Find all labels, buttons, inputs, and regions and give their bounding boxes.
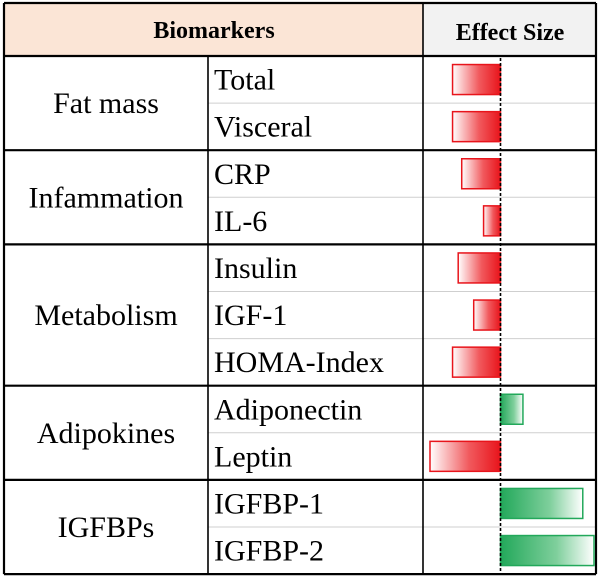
group-label: IGFBPs [58, 511, 155, 544]
effect-bar [429, 440, 502, 473]
effect-bar [482, 205, 502, 237]
table-grid [2, 1, 598, 576]
bars-layer [429, 63, 595, 567]
effect-bar [472, 299, 502, 331]
biomarker-label: IGFBP-2 [214, 535, 324, 568]
effect-bar [451, 63, 502, 96]
biomarker-label: Adiponectin [214, 393, 362, 426]
effect-bar [499, 534, 595, 567]
group-label: Fat mass [53, 87, 159, 120]
biomarker-label: CRP [214, 158, 271, 191]
effect-bar [499, 487, 584, 520]
header-effect-size-cell [423, 3, 596, 56]
group-label: Metabolism [34, 299, 177, 332]
biomarker-label: Insulin [214, 252, 297, 285]
labels-layer: Fat mass Total Visceral Infammation CRP IL-6 M… [29, 64, 384, 568]
biomarker-label: IGF-1 [214, 299, 287, 332]
biomarker-label: Leptin [214, 440, 292, 473]
biomarker-label: Total [214, 64, 275, 97]
biomarker-label: HOMA-Index [214, 346, 384, 379]
group-label: Adipokines [37, 417, 175, 450]
group-label: Infammation [29, 181, 184, 214]
header-effect-size: Effect Size [456, 20, 565, 46]
header-biomarkers-cell [4, 3, 423, 56]
effect-bar [451, 110, 502, 143]
header-biomarkers: Biomarkers [153, 18, 274, 44]
effect-bar [460, 158, 502, 190]
biomarker-label: Visceral [214, 111, 312, 144]
effect-bar [457, 252, 502, 284]
biomarker-label: IL-6 [214, 205, 267, 238]
effect-bar [499, 393, 524, 425]
biomarker-label: IGFBP-1 [214, 487, 324, 520]
effect-bar [451, 346, 502, 378]
